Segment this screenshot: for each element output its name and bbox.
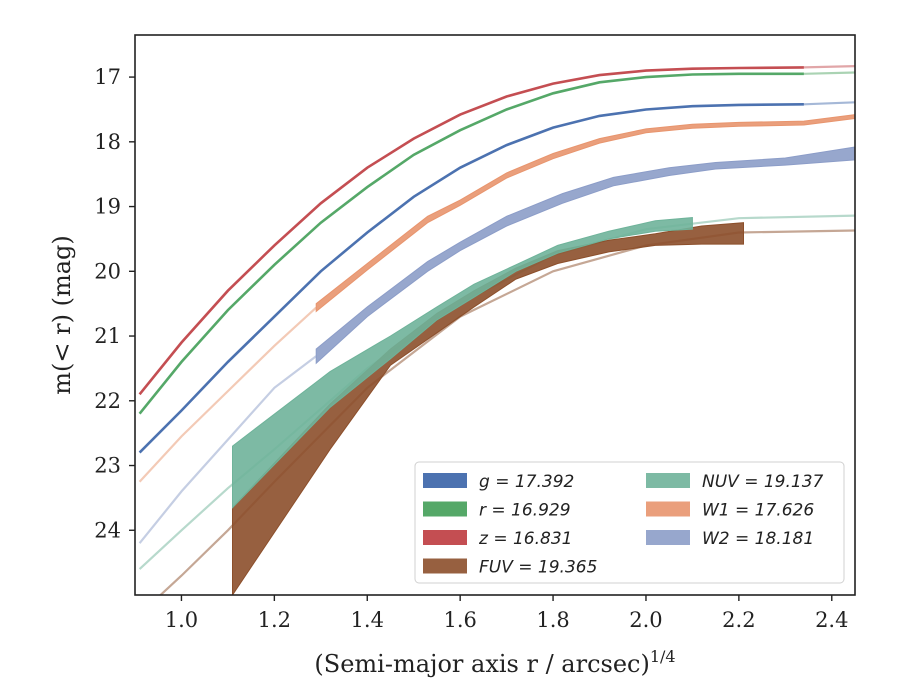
plot-frame xyxy=(134,34,856,596)
extrapolation-r xyxy=(803,71,855,75)
extrapolation-z xyxy=(803,65,855,69)
legend-swatch-nuv xyxy=(646,473,690,488)
y-tick-label: 23 xyxy=(94,454,121,478)
series-line-z xyxy=(138,66,804,396)
y-tick-label: 22 xyxy=(94,389,121,413)
legend-label-w1: W1 = 17.626 xyxy=(702,501,814,521)
x-tick-label: 1.8 xyxy=(536,608,569,632)
series-band-nuv xyxy=(232,217,693,509)
extrapolation-g xyxy=(803,101,855,106)
extrapolation-w2 xyxy=(138,355,317,544)
x-tick-label: 2.2 xyxy=(722,608,755,632)
x-axis-title-superscript: 1/4 xyxy=(650,647,676,666)
legend-label-r: r = 16.929 xyxy=(479,501,571,521)
x-tick-label: 2.4 xyxy=(815,608,848,632)
y-axis: 17 18 19 20 21 22 23 24 xyxy=(94,65,135,542)
legend-label-fuv: FUV = 19.365 xyxy=(479,558,597,578)
legend-label-nuv: NUV = 19.137 xyxy=(702,472,824,492)
y-tick-label: 17 xyxy=(94,65,121,89)
x-tick-label: 1.0 xyxy=(165,608,198,632)
x-tick-label: 1.4 xyxy=(351,608,384,632)
x-axis-title: (Semi-major axis r / arcsec)1/4 xyxy=(314,647,675,678)
extrapolation-w1 xyxy=(138,306,317,483)
series-line-g xyxy=(138,103,804,454)
legend-swatch-z xyxy=(423,530,467,545)
series-band-w1 xyxy=(315,114,855,313)
x-tick-label: 2.0 xyxy=(629,608,662,632)
legend-swatch-r xyxy=(423,501,467,517)
series-line-r xyxy=(138,72,804,415)
legend: g = 17.392 r = 16.929 z = 16.831 FUV = 19.3… xyxy=(414,461,845,584)
x-tick-label: 1.6 xyxy=(443,608,476,632)
series-band-w2 xyxy=(315,146,855,365)
x-axis: 1.0 1.2 1.4 1.6 1.8 2.0 2.2 2.4 xyxy=(165,595,848,632)
y-tick-label: 24 xyxy=(94,518,121,542)
y-axis-title: m(< r) (mag) xyxy=(48,235,76,394)
y-tick-label: 20 xyxy=(94,259,121,283)
legend-label-z: z = 16.831 xyxy=(478,529,572,549)
legend-label-g: g = 17.392 xyxy=(479,472,574,492)
legend-swatch-w2 xyxy=(646,530,690,545)
x-axis-title-text: (Semi-major axis r / arcsec) xyxy=(314,650,649,678)
legend-swatch-fuv xyxy=(423,558,467,574)
y-tick-label: 19 xyxy=(94,195,121,219)
legend-label-w2: W2 = 18.181 xyxy=(702,529,814,549)
y-tick-label: 18 xyxy=(94,130,121,154)
y-tick-label: 21 xyxy=(94,324,121,348)
x-tick-label: 1.2 xyxy=(258,608,291,632)
legend-box xyxy=(414,461,845,584)
legend-swatch-g xyxy=(423,473,467,488)
legend-swatch-w1 xyxy=(646,501,690,517)
data-series xyxy=(138,66,855,595)
